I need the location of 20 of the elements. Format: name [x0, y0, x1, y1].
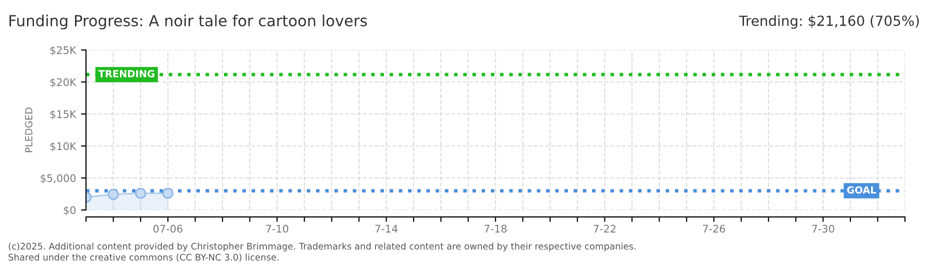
- x-tick-label: 07-06: [153, 224, 182, 233]
- y-tick-label: $15K: [50, 110, 76, 120]
- text: Shared under the creative commons (CC BY-NC 3.0) license.: [8, 254, 278, 262]
- chart-title: Funding Progress: A noir tale for cartoon lovers: [10, 14, 367, 30]
- y-tick-label: $10K: [50, 142, 76, 152]
- x-tick-label: 7-22: [594, 224, 616, 232]
- ref-line-label: TRENDING: [98, 70, 154, 78]
- chart-subtitle: Trending: $21,160 (705%): [738, 15, 919, 29]
- x-tick-label: 7-30: [812, 224, 834, 233]
- y-tick-label: $5,000: [40, 174, 76, 184]
- x-tick-label: 7-26: [702, 224, 726, 233]
- y-tick-label: $0: [64, 206, 76, 216]
- x-tick-label: 7-10: [266, 224, 288, 233]
- ref-line-label: GOAL: [847, 186, 876, 194]
- y-axis-title: PLEDGED: [25, 108, 32, 152]
- text: (c)2025. Additional content provided by Christopher Brimmage. Trademarks and related content are owned by their respective companies.: [8, 242, 636, 252]
- x-tick-label: 7-14: [375, 224, 398, 232]
- x-tick-label: 7-18: [484, 224, 507, 233]
- y-tick-label: $20K: [50, 78, 76, 88]
- y-tick-label: $25K: [50, 46, 76, 56]
